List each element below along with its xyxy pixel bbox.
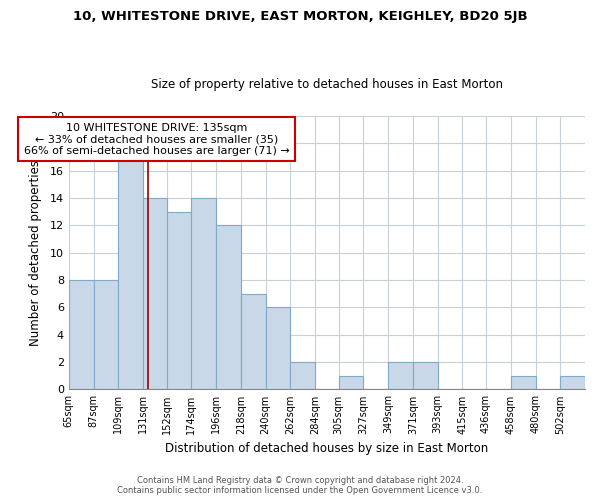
Bar — [266, 308, 290, 390]
Bar — [413, 362, 437, 390]
Bar — [560, 376, 585, 390]
Text: Contains HM Land Registry data © Crown copyright and database right 2024.
Contai: Contains HM Land Registry data © Crown c… — [118, 476, 482, 495]
Y-axis label: Number of detached properties: Number of detached properties — [29, 160, 41, 346]
Bar — [167, 212, 191, 390]
Bar — [290, 362, 315, 390]
Bar — [241, 294, 266, 390]
Bar — [388, 362, 413, 390]
Bar — [118, 157, 143, 390]
Bar — [191, 198, 216, 390]
Title: Size of property relative to detached houses in East Morton: Size of property relative to detached ho… — [151, 78, 503, 91]
Bar — [339, 376, 364, 390]
Bar — [216, 225, 241, 390]
Bar — [69, 280, 94, 390]
Text: 10, WHITESTONE DRIVE, EAST MORTON, KEIGHLEY, BD20 5JB: 10, WHITESTONE DRIVE, EAST MORTON, KEIGH… — [73, 10, 527, 23]
Bar — [511, 376, 536, 390]
Bar — [143, 198, 167, 390]
Bar — [94, 280, 118, 390]
X-axis label: Distribution of detached houses by size in East Morton: Distribution of detached houses by size … — [165, 442, 488, 455]
Text: 10 WHITESTONE DRIVE: 135sqm
← 33% of detached houses are smaller (35)
66% of sem: 10 WHITESTONE DRIVE: 135sqm ← 33% of det… — [23, 122, 289, 156]
